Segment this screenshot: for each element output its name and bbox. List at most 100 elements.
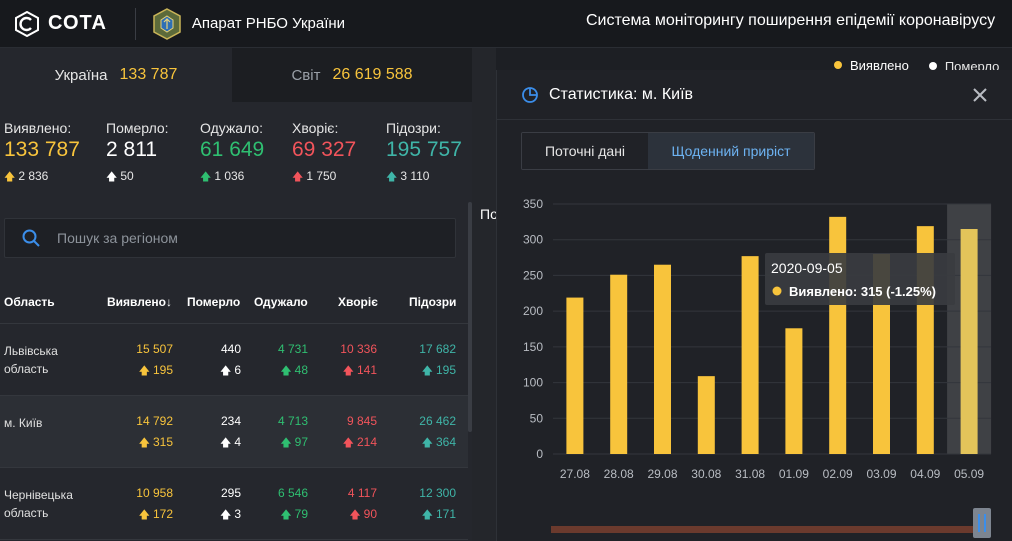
- tab-deaths[interactable]: Померло: [919, 51, 1010, 81]
- country-total: 26 619 588: [332, 66, 413, 83]
- stat-value: 69 327: [292, 138, 357, 161]
- cell-increase: 🡅 214: [343, 434, 377, 453]
- cell-value: 295: [220, 486, 241, 500]
- arrow-up-icon: 🡅: [138, 365, 150, 377]
- range-slider-track: [551, 526, 977, 533]
- stat-label: Виявлено:: [4, 120, 72, 136]
- cell-value: 10 336: [340, 342, 377, 356]
- cell-increase: 🡅 48: [278, 362, 308, 381]
- col-sick[interactable]: Хворіє: [338, 294, 378, 309]
- bar: [785, 328, 803, 454]
- cell-recovered: 6 546 🡅 79: [278, 486, 308, 525]
- y-tick-label: 0: [536, 447, 543, 461]
- rnbo-emblem-icon: [153, 7, 181, 40]
- tooltip-box: [765, 253, 955, 305]
- tooltip-date: 2020-09-05: [771, 260, 843, 276]
- region-name: м. Київ: [4, 416, 43, 430]
- arrow-up-icon: 🡅: [138, 437, 150, 449]
- arrow-up-icon: 🡅: [280, 437, 292, 449]
- cell-value: 4 117: [347, 486, 377, 500]
- cell-sick: 10 336 🡅 141: [340, 342, 377, 381]
- cell-increase-value: 6: [234, 363, 241, 377]
- cell-increase: 🡅 4: [220, 434, 241, 453]
- col-deaths[interactable]: Померло: [187, 294, 241, 309]
- table-row[interactable]: Чернівецька область 10 958 🡅 172 295 🡅 3 6 5…: [0, 468, 468, 540]
- cell-increase-value: 3: [234, 507, 241, 521]
- arrow-up-icon: 🡅: [280, 509, 292, 521]
- cell-value: 14 792: [136, 414, 173, 428]
- y-tick-label: 250: [523, 268, 543, 282]
- cell-value: 9 845: [346, 414, 377, 428]
- stat-increase-value: 3 110: [400, 169, 430, 183]
- top-bar: СОТА Апарат РНБО України Система монітор…: [0, 0, 1012, 48]
- region-name: Львівська область: [4, 344, 58, 376]
- stat-label: Хворіє:: [292, 120, 339, 136]
- cell-suspected: 26 462 🡅 364: [419, 414, 456, 453]
- cell-increase-value: 364: [435, 435, 456, 449]
- x-tick-label: 04.09: [910, 467, 940, 481]
- cell-increase-value: 4: [234, 435, 241, 449]
- bar: [697, 376, 715, 454]
- bar: [654, 264, 671, 454]
- cell-value: 12 300: [419, 486, 456, 500]
- cell-increase: 🡅 172: [136, 506, 173, 525]
- stat-increase-value: 1 036: [214, 169, 245, 183]
- current-data-button[interactable]: Поточні дані: [522, 133, 648, 169]
- search-input[interactable]: [57, 230, 437, 246]
- cell-increase: 🡅 97: [278, 434, 308, 453]
- cell-deaths: 440 🡅 6: [220, 342, 241, 381]
- left-scrollbar[interactable]: [468, 202, 472, 432]
- col-suspected[interactable]: Підозри: [409, 294, 457, 309]
- arrow-up-icon: 🡅: [342, 365, 354, 377]
- cell-sick: 9 845 🡅 214: [343, 414, 377, 453]
- country-tab-world[interactable]: Світ 26 619 588: [232, 48, 472, 102]
- map-area[interactable]: [472, 48, 496, 541]
- col-recovered[interactable]: Одужало: [254, 294, 308, 309]
- table-row[interactable]: м. Київ 14 792 🡅 315 234 🡅 4 4 713 🡅 97 9 845 🡅…: [0, 396, 468, 468]
- summary-stats: Виявлено: 133 787 🡅 2 836 Померло: 2 811 …: [0, 102, 472, 202]
- bar: [566, 297, 584, 454]
- col-region[interactable]: Область: [4, 294, 55, 309]
- region-search: [4, 218, 456, 258]
- col-confirmed-label: Виявлено: [107, 294, 166, 309]
- stat-value: 195 757: [386, 138, 462, 161]
- sort-arrow-icon: ↓: [165, 294, 172, 309]
- country-tab-ukraine[interactable]: Україна 133 787: [0, 48, 232, 102]
- pie-chart-icon: [522, 86, 538, 103]
- cell-increase: 🡅 6: [220, 362, 241, 381]
- cell-increase: 🡅 315: [136, 434, 173, 453]
- table-row[interactable]: Львівська область 15 507 🡅 195 440 🡅 6 4 731…: [0, 324, 468, 396]
- bar: [960, 229, 978, 454]
- left-panel: Україна 133 787 Світ 26 619 588 Виявлено…: [0, 48, 472, 541]
- arrow-up-icon: 🡅: [220, 365, 232, 377]
- daily-growth-button[interactable]: Щоденний приріст: [648, 133, 814, 169]
- cell-increase-value: 195: [152, 363, 173, 377]
- country-name: Світ: [291, 66, 321, 84]
- cell-increase-value: 172: [152, 507, 173, 521]
- cell-value: 4 713: [277, 414, 308, 428]
- cell-increase: 🡅 195: [419, 362, 456, 381]
- cell-sick: 4 117 🡅 90: [348, 486, 377, 525]
- stat-suspected: Підозри: 195 757 🡅 3 110: [386, 120, 472, 202]
- cell-value: 440: [220, 342, 241, 356]
- x-tick-label: 02.09: [823, 467, 853, 481]
- stat-increase: 🡅 50: [106, 168, 200, 187]
- search-icon[interactable]: [21, 228, 41, 248]
- cell-increase-value: 48: [294, 363, 308, 377]
- logo[interactable]: СОТА: [14, 10, 107, 37]
- cell-increase-value: 171: [435, 507, 456, 521]
- stat-increase-value: 2 836: [18, 169, 49, 183]
- arrow-up-icon: 🡅: [200, 171, 212, 183]
- y-tick-label: 50: [530, 411, 544, 425]
- cell-increase: 🡅 79: [278, 506, 308, 525]
- cell-value: 17 682: [419, 342, 456, 356]
- tooltip-value: Виявлено: 315 (-1.25%): [789, 284, 936, 299]
- daily-growth-chart: 0 50 100 150 200 250 300 350 27.08 28.08 29.08 30.0…: [523, 197, 992, 538]
- sota-logo-icon: [15, 10, 39, 37]
- arrow-up-icon: 🡅: [421, 365, 433, 377]
- close-icon[interactable]: [970, 85, 990, 105]
- col-confirmed[interactable]: Виявлено↓: [107, 295, 172, 309]
- cell-increase-value: 79: [294, 507, 308, 521]
- cell-confirmed: 14 792 🡅 315: [136, 414, 173, 453]
- cell-deaths: 234 🡅 4: [220, 414, 241, 453]
